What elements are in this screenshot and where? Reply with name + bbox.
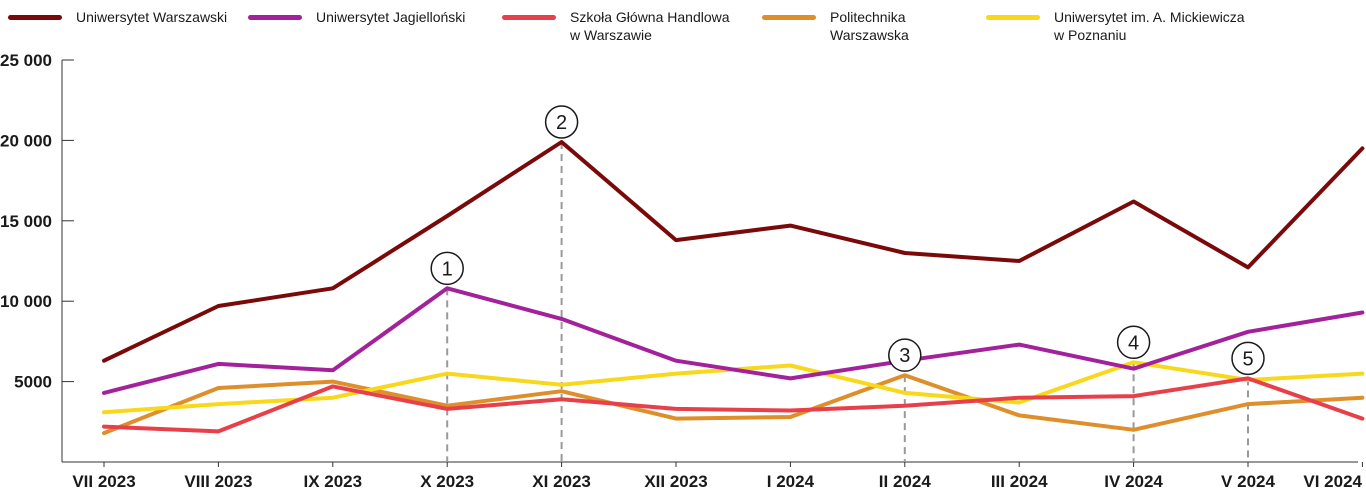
legend-label-uam: Uniwersytet im. A. Mickiewicza w Poznani…: [1054, 9, 1245, 43]
series-line-1: [102, 286, 1365, 395]
x-tick-label: III 2024: [991, 472, 1048, 491]
legend-label-sgh: Szkoła Główna Handlowa w Warszawie: [570, 9, 730, 43]
annotation-marker: 2: [544, 105, 579, 139]
annotation-label: 1: [442, 258, 453, 280]
series-line-3: [102, 373, 1365, 436]
legend-item-uj: Uniwersytet Jagielloński: [248, 8, 465, 26]
legend-item-sgh: Szkoła Główna Handlowa w Warszawie: [502, 8, 730, 44]
annotation-circle: [1231, 341, 1265, 376]
annotation-circle: [430, 251, 464, 286]
annotation-markers: 1 2 3 4 5: [430, 105, 1265, 376]
series-lines: [102, 140, 1365, 436]
legend-swatch-pw: [762, 15, 816, 20]
legend: Uniwersytet Warszawski Uniwersytet Jagie…: [0, 8, 1366, 60]
x-tick-label: XI 2023: [532, 472, 591, 491]
legend-item-uw: Uniwersytet Warszawski: [8, 8, 227, 26]
legend-swatch-sgh: [502, 15, 556, 20]
annotation-marker: 1: [430, 251, 464, 286]
y-tick-label: 25 000: [0, 51, 52, 70]
y-tick-label: 20 000: [0, 131, 52, 150]
legend-item-pw: Politechnika Warszawska: [762, 8, 909, 44]
x-tick-label: II 2024: [879, 472, 932, 491]
annotation-circle: [544, 105, 579, 139]
annotation-label: 2: [556, 112, 567, 134]
y-tick-label: 5000: [14, 373, 52, 392]
y-tick-label: 15 000: [0, 212, 52, 231]
y-tick-label: 10 000: [0, 292, 52, 311]
series-line-2: [102, 376, 1365, 434]
legend-label-uw: Uniwersytet Warszawski: [76, 9, 228, 25]
annotation-label: 5: [1242, 348, 1253, 370]
legend-swatch-uj: [248, 15, 302, 20]
x-tick-label: VIII 2023: [184, 472, 252, 491]
x-tick-label: VII 2023: [72, 472, 135, 491]
annotation-label: 4: [1128, 332, 1139, 354]
legend-swatch-uam: [986, 15, 1040, 20]
x-tick-label: XII 2023: [644, 472, 707, 491]
x-tick-label: VI 2024: [1303, 472, 1362, 491]
annotation-marker: 5: [1231, 341, 1265, 376]
annotation-marker: 3: [888, 338, 922, 372]
legend-swatch-uw: [8, 15, 62, 20]
annotation-circle: [888, 338, 922, 372]
x-tick-label: V 2024: [1221, 472, 1275, 491]
annotation-circle: [1116, 325, 1151, 360]
x-tick-label: IX 2023: [303, 472, 362, 491]
annotation-label: 3: [899, 345, 910, 367]
legend-label-pw: Politechnika Warszawska: [830, 9, 909, 43]
series-line-0: [102, 140, 1365, 363]
axes: 25 000 20 000 15 000 10 000 5000 VII 2023 VIII…: [0, 51, 1363, 491]
x-tick-label: IV 2024: [1104, 472, 1163, 491]
legend-label-uj: Uniwersytet Jagielloński: [316, 9, 466, 25]
x-tick-label: I 2024: [767, 472, 815, 491]
annotation-marker: 4: [1116, 325, 1151, 360]
annotation-guides: [446, 142, 1249, 462]
x-tick-label: X 2023: [420, 472, 474, 491]
legend-item-uam: Uniwersytet im. A. Mickiewicza w Poznani…: [986, 8, 1245, 44]
